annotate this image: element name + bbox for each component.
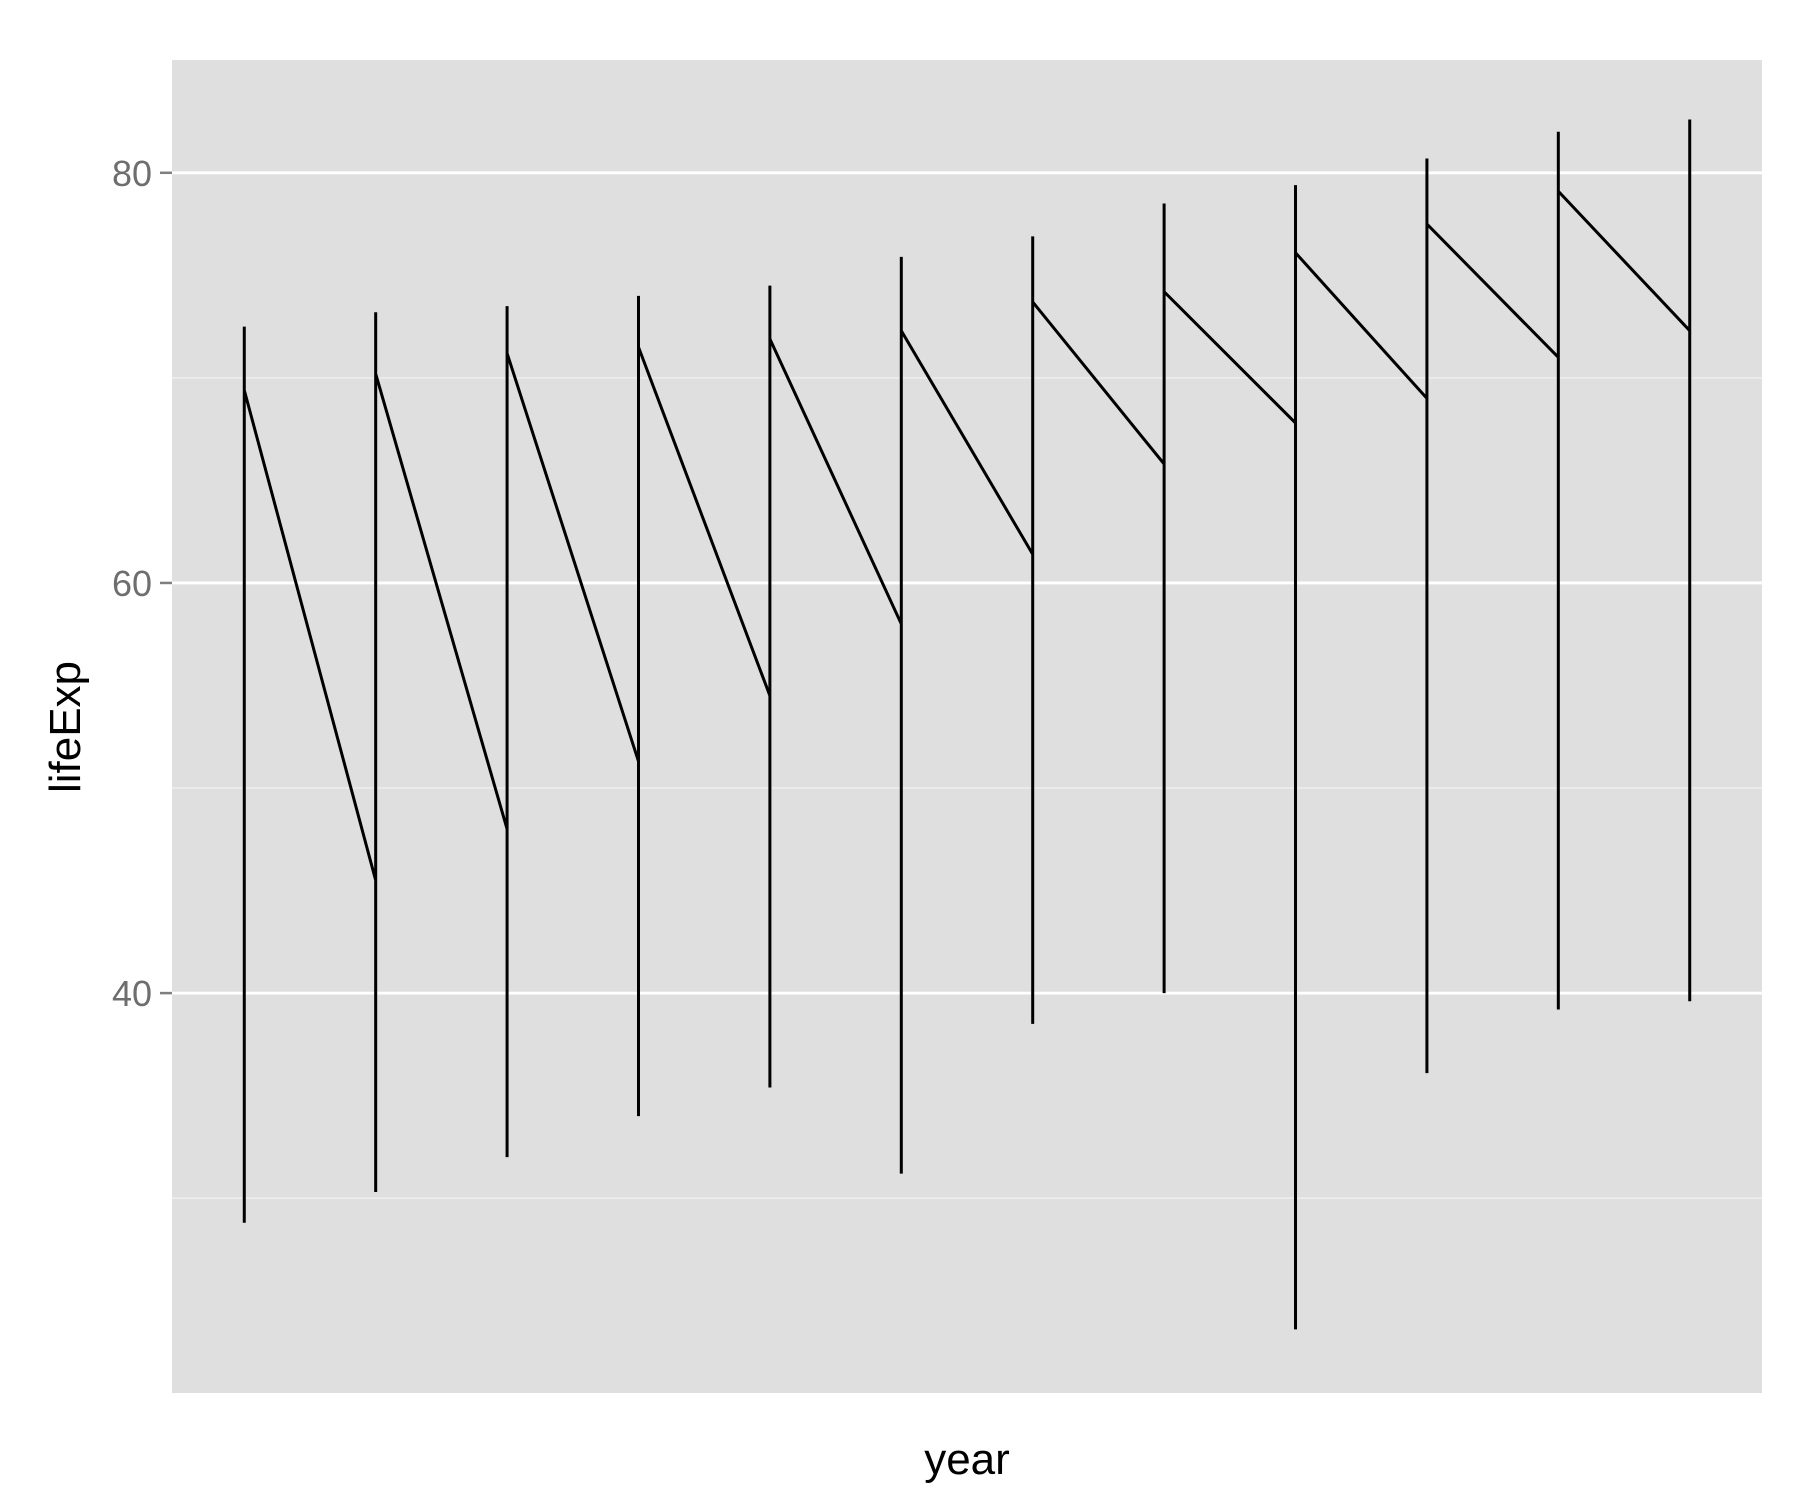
series-line bbox=[242, 119, 1692, 1330]
plot-panel bbox=[172, 60, 1762, 1393]
axis-layer: 40 60 80 bbox=[112, 153, 172, 1014]
y-tick-label: 80 bbox=[112, 153, 152, 194]
data-layer bbox=[242, 119, 1692, 1330]
y-tick-label: 60 bbox=[112, 563, 152, 604]
y-tick-label: 40 bbox=[112, 973, 152, 1014]
y-axis-label: lifeExp bbox=[41, 661, 90, 793]
x-axis-label: year bbox=[924, 1435, 1010, 1484]
